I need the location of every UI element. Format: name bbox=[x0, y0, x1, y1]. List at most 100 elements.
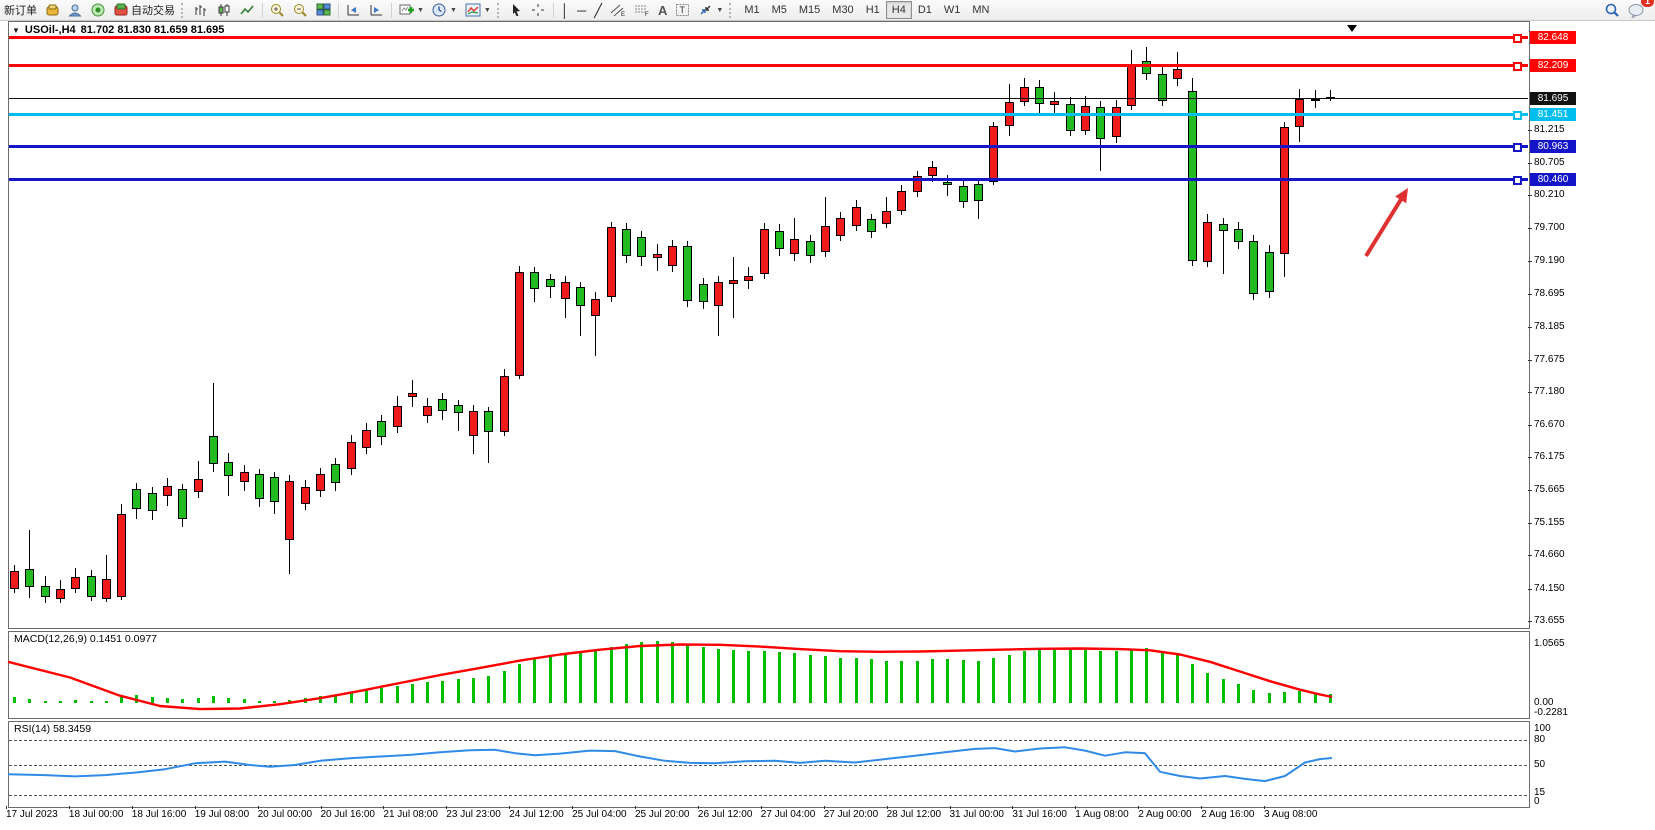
price-axis-tick bbox=[1528, 424, 1532, 426]
chart-shift-button[interactable] bbox=[342, 1, 365, 19]
macd-histogram-bar bbox=[28, 698, 32, 703]
time-axis-label[interactable]: 26 Jul 12:00 bbox=[697, 809, 753, 820]
candle-body bbox=[1249, 240, 1259, 294]
time-axis-label[interactable]: 18 Jul 16:00 bbox=[131, 809, 187, 820]
signal-button[interactable] bbox=[87, 1, 110, 19]
autotrade-button[interactable]: 自动交易 bbox=[110, 1, 179, 19]
timeframe-w1[interactable]: W1 bbox=[943, 4, 961, 16]
text-label-button[interactable]: T bbox=[671, 1, 694, 19]
time-axis-label[interactable]: 17 Jul 2023 bbox=[6, 809, 58, 820]
tile-windows-button[interactable] bbox=[312, 1, 335, 19]
price-axis-label: 76.175 bbox=[1534, 451, 1565, 463]
arrow-shapes-button[interactable]: ▼ bbox=[694, 1, 727, 19]
time-axis-label[interactable]: 2 Aug 16:00 bbox=[1201, 809, 1255, 820]
time-axis-label[interactable]: 27 Jul 04:00 bbox=[760, 809, 816, 820]
price-axis-label: 73.655 bbox=[1534, 614, 1565, 626]
chat-button[interactable]: 1 bbox=[1624, 0, 1654, 19]
macd-histogram-bar bbox=[1282, 692, 1286, 703]
timeframe-m1[interactable]: M1 bbox=[744, 4, 760, 16]
periods-clock-icon bbox=[432, 3, 447, 17]
accounts-button[interactable] bbox=[64, 1, 87, 19]
candle-body bbox=[178, 489, 188, 520]
time-axis-tick bbox=[1075, 806, 1077, 809]
timeframe-d1[interactable]: D1 bbox=[917, 4, 932, 16]
candle-body bbox=[1295, 99, 1305, 128]
price-line-81.451[interactable] bbox=[9, 113, 1528, 117]
timeframe-m5[interactable]: M5 bbox=[771, 4, 787, 16]
candlestick-chart-button[interactable] bbox=[213, 1, 236, 19]
price-line-80.963[interactable] bbox=[9, 144, 1528, 148]
timeframe-m15[interactable]: M15 bbox=[798, 4, 821, 16]
rsi-level-50 bbox=[9, 765, 1527, 766]
price-line-82.209[interactable] bbox=[9, 63, 1528, 67]
time-axis-label[interactable]: 20 Jul 16:00 bbox=[320, 809, 376, 820]
cursor-button[interactable] bbox=[506, 1, 527, 19]
vertical-line-button[interactable]: │ bbox=[557, 1, 573, 19]
zoom-in-button[interactable] bbox=[266, 1, 289, 19]
time-axis-label[interactable]: 3 Aug 08:00 bbox=[1264, 809, 1318, 820]
indicators-button[interactable]: ▼ bbox=[461, 1, 495, 19]
time-axis-label[interactable]: 1 Aug 08:00 bbox=[1075, 809, 1129, 820]
time-axis-label[interactable]: 20 Jul 00:00 bbox=[257, 809, 313, 820]
time-axis-label[interactable]: 23 Jul 23:00 bbox=[446, 809, 501, 820]
funds-button[interactable] bbox=[41, 1, 64, 19]
time-axis-label[interactable]: 19 Jul 08:00 bbox=[194, 809, 250, 820]
horizontal-line-button[interactable]: ─ bbox=[573, 1, 590, 19]
zoom-out-button[interactable] bbox=[289, 1, 312, 19]
price-line-80.460[interactable] bbox=[9, 177, 1528, 181]
candle-body bbox=[912, 176, 922, 192]
timeframe-mn[interactable]: MN bbox=[972, 4, 990, 16]
price-chart-pane[interactable] bbox=[8, 21, 1530, 629]
trendline-button[interactable]: ╱ bbox=[590, 1, 606, 19]
time-axis-tick bbox=[572, 806, 574, 809]
price-axis-label: 78.695 bbox=[1534, 287, 1565, 299]
price-line-81.695[interactable] bbox=[9, 98, 1528, 100]
time-axis-label[interactable]: 25 Jul 20:00 bbox=[635, 809, 690, 820]
chart-autoscroll-button[interactable] bbox=[365, 1, 388, 19]
price-line-82.648[interactable] bbox=[9, 35, 1528, 39]
macd-histogram-bar bbox=[257, 700, 261, 703]
macd-histogram-bar bbox=[104, 700, 108, 703]
price-axis-label: 80.705 bbox=[1534, 157, 1565, 169]
line-end-marker bbox=[1513, 175, 1522, 185]
macd-pane[interactable] bbox=[8, 631, 1530, 719]
toolbar-separator bbox=[552, 2, 554, 18]
collapse-triangle-icon[interactable]: ▼ bbox=[12, 25, 20, 35]
candle-body bbox=[392, 406, 402, 427]
candle-body bbox=[667, 245, 677, 266]
text-button[interactable]: A bbox=[654, 1, 671, 19]
new-order-button[interactable]: 新订单 bbox=[0, 1, 41, 19]
equidistant-channel-button[interactable]: E bbox=[606, 1, 630, 19]
time-axis-label[interactable]: 28 Jul 12:00 bbox=[886, 809, 942, 820]
candle-body bbox=[71, 576, 81, 589]
macd-histogram-bar bbox=[426, 681, 430, 703]
time-axis-label[interactable]: 2 Aug 00:00 bbox=[1138, 809, 1192, 820]
timeframe-h1[interactable]: H1 bbox=[865, 4, 880, 16]
time-axis-label[interactable]: 25 Jul 04:00 bbox=[572, 809, 627, 820]
candle-body bbox=[224, 461, 234, 477]
time-axis-label[interactable]: 31 Jul 16:00 bbox=[1012, 809, 1067, 820]
macd-histogram-bar bbox=[242, 699, 246, 703]
periods-button[interactable]: ▼ bbox=[428, 1, 461, 19]
time-axis-label[interactable]: 21 Jul 08:00 bbox=[383, 809, 438, 820]
time-axis-label[interactable]: 31 Jul 00:00 bbox=[949, 809, 1005, 820]
time-axis-tick bbox=[257, 806, 259, 809]
crosshair-button[interactable] bbox=[527, 1, 550, 19]
candle-body bbox=[163, 485, 172, 496]
time-axis-label[interactable]: 24 Jul 12:00 bbox=[509, 809, 564, 820]
search-button[interactable] bbox=[1600, 1, 1624, 19]
timeframe-h4[interactable]: H4 bbox=[885, 1, 912, 19]
time-axis-label[interactable]: 27 Jul 20:00 bbox=[823, 809, 879, 820]
time-axis-label[interactable]: 18 Jul 00:00 bbox=[68, 809, 124, 820]
time-axis-tick bbox=[1264, 806, 1265, 809]
macd-histogram-bar bbox=[1252, 689, 1256, 703]
macd-histogram-bar bbox=[1053, 648, 1057, 703]
new-chart-button[interactable]: ▼ bbox=[395, 1, 428, 19]
candle-body bbox=[989, 125, 999, 183]
fibonacci-button[interactable]: F bbox=[630, 1, 654, 19]
funds-icon bbox=[45, 3, 60, 17]
bar-chart-button[interactable] bbox=[190, 1, 213, 19]
price-badge-81.695: 81.695 bbox=[1530, 92, 1576, 106]
timeframe-m30[interactable]: M30 bbox=[832, 4, 854, 16]
line-chart-button[interactable] bbox=[236, 1, 259, 19]
